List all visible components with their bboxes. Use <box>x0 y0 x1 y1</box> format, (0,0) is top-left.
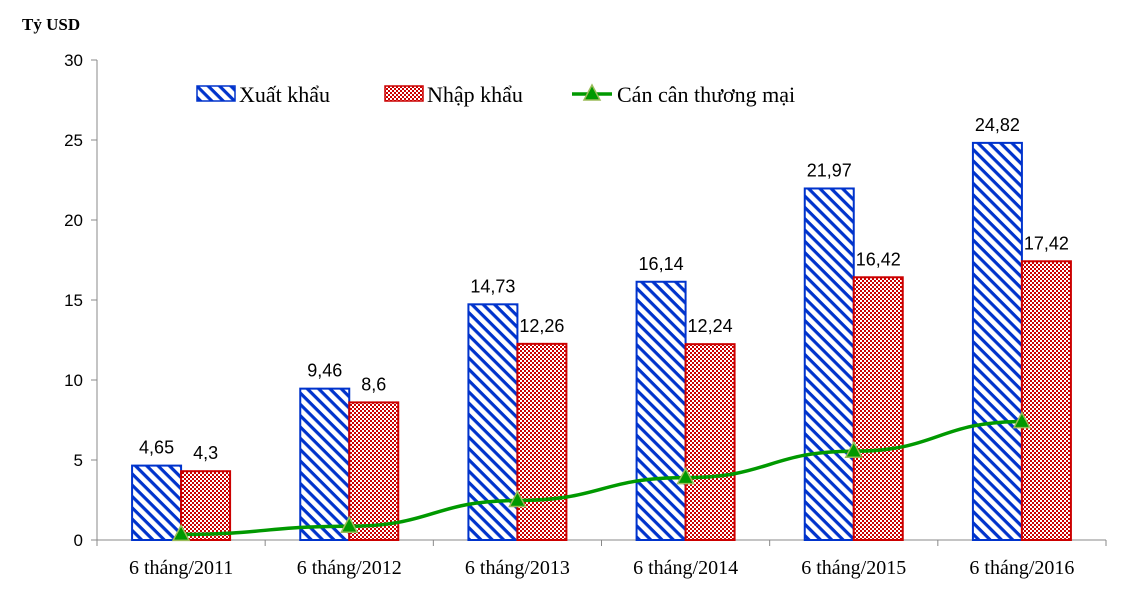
balance-line <box>181 419 1022 537</box>
bar-import <box>180 470 232 542</box>
x-tick-label: 6 tháng/2011 <box>129 557 233 579</box>
y-axis-label: Tỷ USD <box>22 15 80 34</box>
data-label: 9,46 <box>307 361 342 381</box>
bar-import <box>684 343 736 541</box>
y-tick-label: 15 <box>64 291 83 310</box>
legend-label-import: Nhập khẩu <box>427 82 523 107</box>
data-label: 17,42 <box>1024 233 1069 253</box>
legend-label-balance: Cán cân thương mại <box>617 82 795 107</box>
balance-marker <box>508 489 527 508</box>
y-tick-label: 0 <box>74 531 83 550</box>
bar-export <box>131 464 183 542</box>
data-label: 24,82 <box>975 115 1020 135</box>
bar-export <box>635 280 687 541</box>
legend: Xuất khẩu Nhập khẩu Cán cân thương mại <box>196 82 795 107</box>
y-tick-label: 10 <box>64 371 83 390</box>
bar-import <box>852 276 904 541</box>
balance-marker <box>1012 411 1032 429</box>
data-label: 12,26 <box>519 316 564 336</box>
legend-swatch-import <box>384 85 424 102</box>
balance-marker <box>844 440 863 458</box>
data-label: 16,42 <box>856 249 901 269</box>
data-label: 12,24 <box>688 316 733 336</box>
legend-label-export: Xuất khẩu <box>239 82 330 107</box>
bar-import <box>1020 260 1072 541</box>
balance-marker <box>340 515 359 533</box>
bar-import <box>516 342 568 541</box>
y-tick-label: 25 <box>64 131 83 150</box>
legend-marker-balance <box>582 83 602 101</box>
balance-marker <box>171 523 191 542</box>
x-tick-label: 6 tháng/2016 <box>969 557 1074 579</box>
x-tick-label: 6 tháng/2012 <box>297 557 402 579</box>
x-tick-label: 6 tháng/2015 <box>801 557 906 579</box>
balance-marker <box>676 467 695 485</box>
y-tick-label: 5 <box>74 451 83 470</box>
bar-export <box>803 187 855 541</box>
bar-import <box>348 401 400 541</box>
data-label: 21,97 <box>807 160 852 180</box>
y-tick-label: 20 <box>64 211 83 230</box>
x-tick-label: 6 tháng/2013 <box>465 557 570 579</box>
x-tick-label: 6 tháng/2014 <box>633 557 738 579</box>
data-label: 4,65 <box>139 438 174 458</box>
y-tick-label: 30 <box>64 51 83 70</box>
bar-export <box>299 387 351 542</box>
data-label: 16,14 <box>639 254 684 274</box>
data-label: 4,3 <box>193 443 218 463</box>
bar-export <box>971 141 1023 541</box>
data-label: 14,73 <box>470 276 515 296</box>
legend-swatch-export <box>196 85 236 102</box>
data-label: 8,6 <box>361 374 386 394</box>
